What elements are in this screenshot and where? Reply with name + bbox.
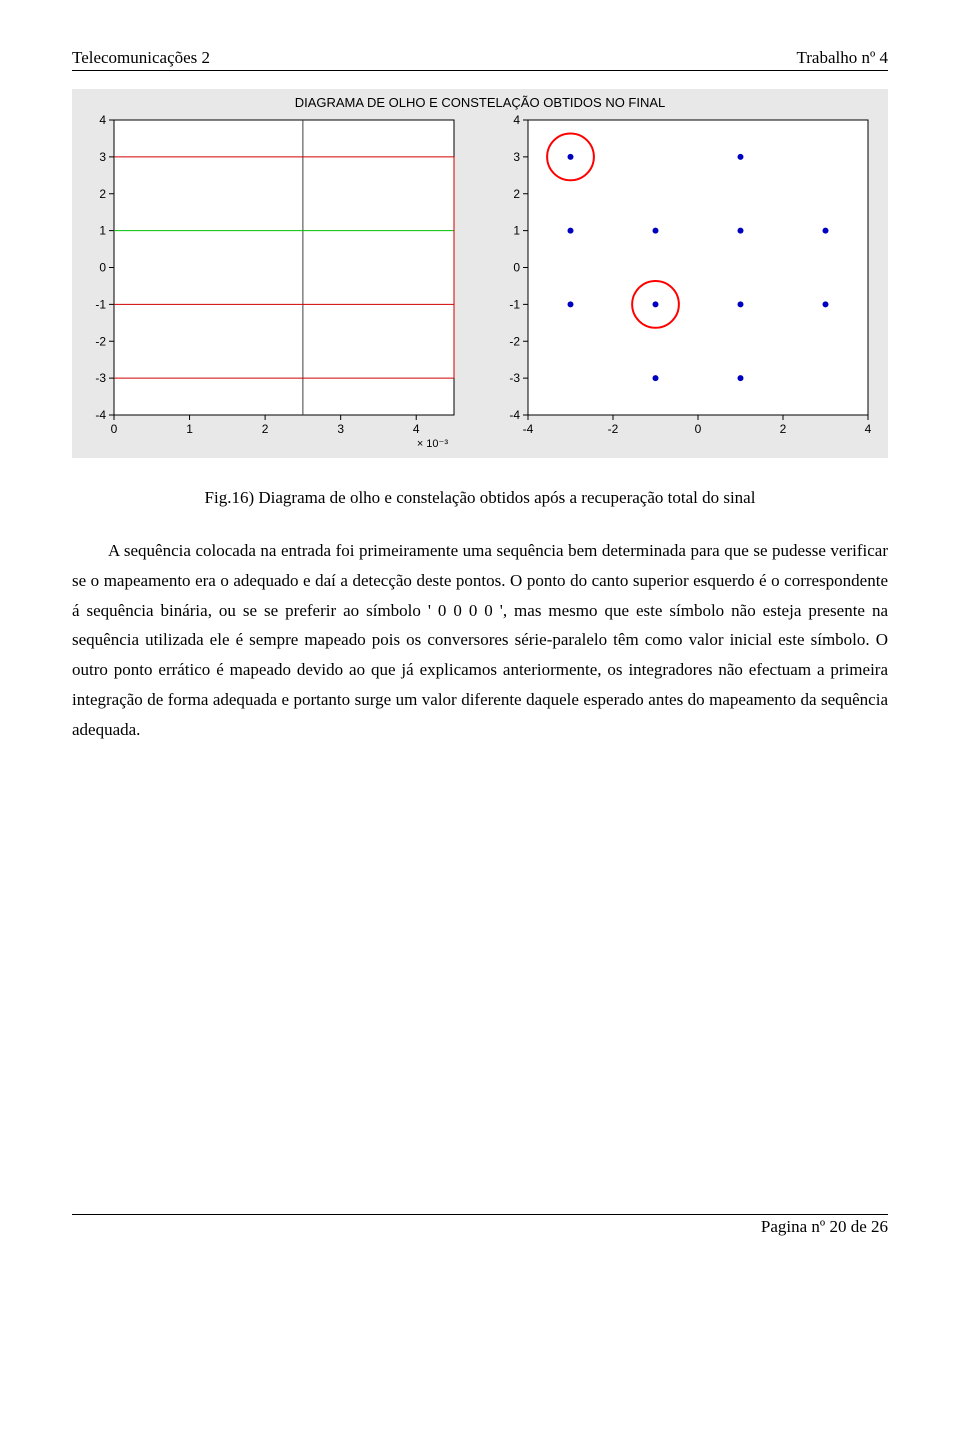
eye-diagram-panel: -4 -3 -2 -1 0 1 2 3 4 0 1 2 3 4 × 10⁻³ [78, 112, 468, 452]
footer-text: Pagina nº 20 de 26 [72, 1217, 888, 1237]
svg-text:-1: -1 [95, 297, 106, 311]
footer-rule [72, 1214, 888, 1215]
svg-text:2: 2 [780, 422, 787, 436]
svg-text:-3: -3 [95, 371, 106, 385]
svg-text:-1: -1 [509, 297, 520, 311]
page-header: Telecomunicações 2 Trabalho nº 4 [72, 48, 888, 68]
svg-text:-2: -2 [95, 334, 106, 348]
header-rule [72, 70, 888, 71]
svg-text:2: 2 [513, 187, 520, 201]
svg-text:× 10⁻³: × 10⁻³ [417, 438, 449, 450]
figure-block: DIAGRAMA DE OLHO E CONSTELAÇÃO OBTIDOS N… [72, 89, 888, 458]
body-text: A sequência colocada na entrada foi prim… [72, 536, 888, 744]
constellation-panel: -4 -3 -2 -1 0 1 2 3 4 -4 -2 0 2 4 [492, 112, 882, 452]
svg-text:1: 1 [186, 422, 193, 436]
svg-text:3: 3 [513, 150, 520, 164]
header-left: Telecomunicações 2 [72, 48, 210, 68]
svg-text:-3: -3 [509, 371, 520, 385]
svg-text:4: 4 [865, 422, 872, 436]
body-paragraph: A sequência colocada na entrada foi prim… [72, 536, 888, 744]
svg-text:0: 0 [99, 261, 106, 275]
svg-text:-4: -4 [509, 408, 520, 422]
chart-background: DIAGRAMA DE OLHO E CONSTELAÇÃO OBTIDOS N… [72, 89, 888, 458]
svg-text:3: 3 [99, 150, 106, 164]
header-right: Trabalho nº 4 [796, 48, 888, 68]
chart-title: DIAGRAMA DE OLHO E CONSTELAÇÃO OBTIDOS N… [78, 95, 882, 110]
svg-text:4: 4 [513, 113, 520, 127]
svg-text:0: 0 [111, 422, 118, 436]
constellation-svg: -4 -3 -2 -1 0 1 2 3 4 -4 -2 0 2 4 [492, 112, 882, 452]
page-footer: Pagina nº 20 de 26 [72, 1214, 888, 1237]
svg-text:-4: -4 [95, 408, 106, 422]
svg-text:2: 2 [99, 187, 106, 201]
svg-text:4: 4 [99, 113, 106, 127]
eye-diagram-svg: -4 -3 -2 -1 0 1 2 3 4 0 1 2 3 4 × 10⁻³ [78, 112, 468, 452]
svg-text:-2: -2 [509, 334, 520, 348]
svg-text:-2: -2 [608, 422, 619, 436]
svg-text:-4: -4 [523, 422, 534, 436]
svg-text:3: 3 [337, 422, 344, 436]
svg-text:1: 1 [99, 224, 106, 238]
figure-caption: Fig.16) Diagrama de olho e constelação o… [72, 488, 888, 508]
svg-text:1: 1 [513, 224, 520, 238]
svg-text:2: 2 [262, 422, 269, 436]
svg-text:4: 4 [413, 422, 420, 436]
svg-text:0: 0 [695, 422, 702, 436]
svg-text:0: 0 [513, 261, 520, 275]
